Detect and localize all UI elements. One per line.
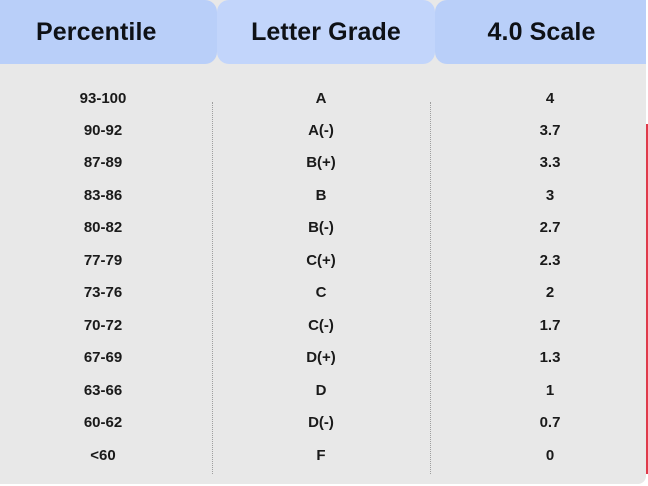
scale-cell: 1.3 [539,349,561,366]
edge-accent [646,124,648,474]
table-row: 77-79 C(+) 2.3 [0,245,646,277]
letter-grade-cell: F [316,447,326,464]
letter-grade-cell: B [315,187,327,204]
table-row: 87-89 B(+) 3.3 [0,147,646,179]
percentile-cell: 93-100 [79,90,127,107]
scale-cell: 3.7 [539,122,561,139]
scale-cell: 2.3 [539,252,561,269]
scale-cell: 1.7 [539,317,561,334]
percentile-cell: 83-86 [83,187,123,204]
header-scale-label: 4.0 Scale [487,17,596,46]
percentile-cell: 63-66 [83,382,123,399]
header-percentile: Percentile [0,0,217,64]
percentile-cell: 87-89 [83,154,123,171]
letter-grade-cell: D [315,382,327,399]
table-row: 67-69 D(+) 1.3 [0,342,646,374]
letter-grade-cell: B(+) [306,154,336,171]
percentile-cell: 60-62 [83,414,123,431]
percentile-cell: <60 [90,447,116,464]
column-divider [212,102,213,474]
letter-grade-cell: D(+) [306,349,336,366]
header-letter-grade-label: Letter Grade [251,17,401,46]
scale-cell: 0 [545,447,555,464]
header-percentile-label: Percentile [36,17,157,46]
percentile-cell: 70-72 [83,317,123,334]
letter-grade-cell: C(+) [306,252,336,269]
header-letter-grade: Letter Grade [217,0,435,64]
letter-grade-cell: B(-) [308,219,334,236]
scale-cell: 2 [545,284,555,301]
table-row: 70-72 C(-) 1.7 [0,310,646,342]
scale-cell: 0.7 [539,414,561,431]
table-header: Percentile Letter Grade 4.0 Scale [0,0,646,64]
table-row: 83-86 B 3 [0,180,646,212]
table-row: 60-62 D(-) 0.7 [0,407,646,439]
header-scale: 4.0 Scale [435,0,646,64]
percentile-cell: 73-76 [83,284,123,301]
table-row: 73-76 C 2 [0,277,646,309]
percentile-cell: 90-92 [83,122,123,139]
percentile-cell: 67-69 [83,349,123,366]
percentile-cell: 77-79 [83,252,123,269]
scale-cell: 1 [545,382,555,399]
table-row: 93-100 A 4 [0,83,646,115]
scale-cell: 3.3 [539,154,561,171]
column-divider [430,102,431,474]
letter-grade-cell: A(-) [308,122,334,139]
scale-cell: 4 [545,90,555,107]
table-row: 80-82 B(-) 2.7 [0,212,646,244]
table-row: 63-66 D 1 [0,375,646,407]
table-row: 90-92 A(-) 3.7 [0,115,646,147]
letter-grade-cell: C [315,284,327,301]
table-body: 93-100 A 4 90-92 A(-) 3.7 87-89 B(+) 3.3… [0,64,646,484]
letter-grade-cell: D(-) [308,414,334,431]
percentile-cell: 80-82 [83,219,123,236]
table-row: <60 F 0 [0,440,646,472]
scale-cell: 2.7 [539,219,561,236]
letter-grade-cell: A [315,90,327,107]
letter-grade-cell: C(-) [308,317,334,334]
scale-cell: 3 [545,187,555,204]
